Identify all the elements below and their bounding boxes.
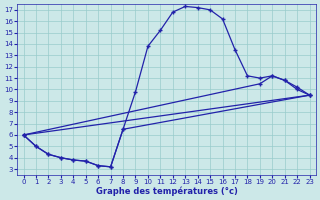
X-axis label: Graphe des températures (°c): Graphe des températures (°c)	[96, 186, 237, 196]
